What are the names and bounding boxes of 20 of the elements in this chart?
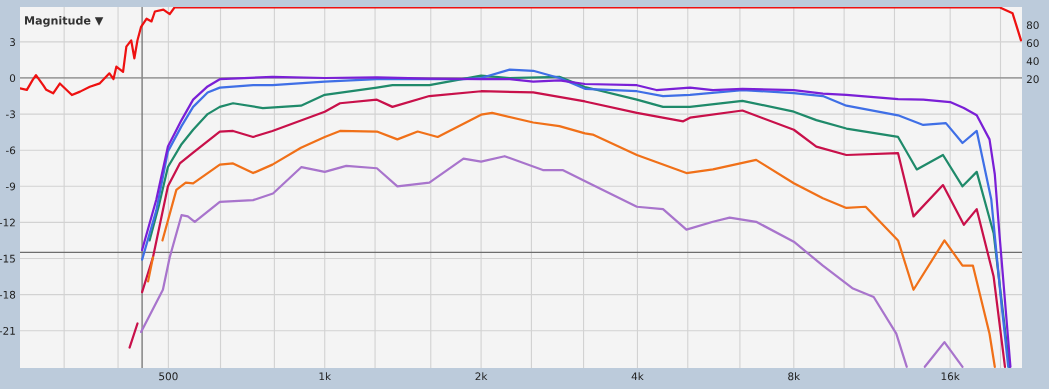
y2-tick-label: 60: [1026, 39, 1039, 48]
y-tick-label: -6: [5, 146, 16, 155]
y-tick-label: -3: [5, 110, 15, 119]
y-tick-label: -18: [0, 290, 16, 299]
y2-tick-label: 80: [1026, 21, 1039, 30]
x-tick-label: 1k: [319, 372, 332, 381]
y-tick-label: 3: [10, 38, 15, 46]
y-tick-label: -21: [0, 326, 15, 335]
x-tick-label: 16k: [941, 372, 960, 381]
text: Magnitude ▼: [25, 16, 104, 27]
y2-tick-label: 40: [1026, 57, 1039, 66]
y-tick-label: -12: [0, 218, 15, 227]
x-tick-label: 8k: [788, 372, 801, 381]
y2-tick-label: 20: [1026, 75, 1039, 84]
y-tick-label: -15: [0, 254, 15, 263]
y-tick-label: -9: [5, 182, 16, 191]
y-tick-label: 0: [9, 74, 16, 83]
x-tick-label: 4k: [631, 372, 644, 381]
x-tick-label: 500: [159, 372, 178, 381]
x-tick-label: 2k: [475, 372, 488, 381]
